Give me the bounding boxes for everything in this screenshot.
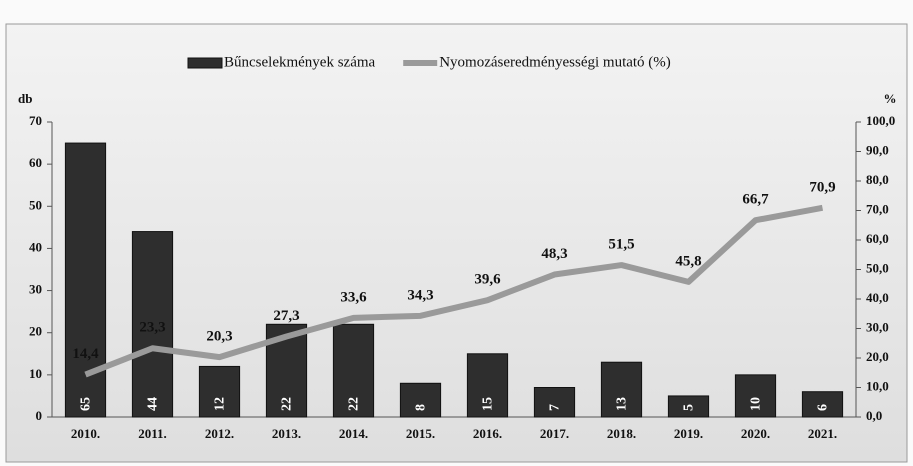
bar-value-label: 10	[749, 397, 764, 411]
y-tick-label: 30	[29, 282, 42, 297]
y-tick-label: 20	[29, 324, 42, 339]
y-tick-label: 60	[29, 155, 42, 170]
bar	[533, 387, 576, 418]
line-value-label: 39,6	[474, 272, 501, 288]
y-tick-label: 0	[36, 408, 43, 423]
x-tick-label: 2013.	[272, 426, 301, 441]
bar-value-label: 65	[79, 397, 94, 411]
line-value-label: 70,9	[809, 179, 835, 195]
line-value-label: 14,4	[72, 346, 99, 362]
bar	[600, 361, 643, 418]
line-value-label: 51,5	[608, 237, 634, 253]
x-tick-label: 2018.	[607, 426, 636, 441]
bar	[131, 231, 174, 418]
line-value-label: 66,7	[742, 192, 769, 208]
bar	[332, 323, 375, 418]
y2-tick-label: 30,0	[866, 319, 889, 334]
y2-tick-label: 40,0	[866, 290, 889, 305]
x-tick-label: 2012.	[205, 426, 234, 441]
bar	[198, 365, 241, 418]
y2-tick-label: 60,0	[866, 231, 889, 246]
bar-value-label: 22	[347, 397, 362, 411]
y-axis-label: db	[18, 91, 32, 106]
bar-value-label: 6	[816, 404, 831, 411]
y-tick-label: 40	[29, 239, 42, 254]
x-tick-label: 2015.	[406, 426, 435, 441]
y2-tick-label: 90,0	[866, 142, 889, 157]
y2-tick-label: 20,0	[866, 349, 889, 364]
legend-label: Nyomozáseredményességi mutató (%)	[439, 54, 671, 70]
line-value-label: 20,3	[206, 329, 232, 345]
bar	[734, 374, 777, 418]
x-tick-label: 2017.	[540, 426, 569, 441]
y-tick-label: 10	[29, 366, 42, 381]
line-value-label: 45,8	[675, 253, 701, 269]
legend-swatch	[187, 57, 223, 69]
x-tick-label: 2016.	[473, 426, 502, 441]
line-value-label: 27,3	[273, 308, 299, 324]
y2-tick-label: 80,0	[866, 172, 889, 187]
bar-value-label: 15	[481, 397, 496, 411]
y2-tick-label: 70,0	[866, 201, 889, 216]
bar	[399, 382, 442, 418]
bar-value-label: 8	[414, 404, 429, 411]
bar-value-label: 13	[615, 397, 630, 411]
line-value-label: 34,3	[407, 287, 433, 303]
bar	[64, 142, 107, 418]
bar	[801, 391, 844, 418]
y2-tick-label: 100,0	[866, 113, 895, 128]
x-tick-label: 2011.	[138, 426, 167, 441]
bar-value-label: 7	[548, 404, 563, 411]
line-value-label: 48,3	[541, 246, 567, 262]
y2-axis-label: %	[884, 91, 897, 106]
y2-tick-label: 10,0	[866, 378, 889, 393]
bar-value-label: 5	[682, 404, 697, 411]
y2-tick-label: 0,0	[866, 408, 882, 423]
y-tick-label: 50	[29, 197, 42, 212]
x-tick-label: 2019.	[674, 426, 703, 441]
line	[84, 204, 824, 378]
line-value-label: 23,3	[139, 320, 165, 336]
bar-value-label: 12	[213, 397, 228, 411]
x-tick-label: 2014.	[339, 426, 368, 441]
x-tick-label: 2010.	[71, 426, 100, 441]
bar-value-label: 22	[280, 397, 295, 411]
legend-label: Bűncselekmények száma	[224, 54, 376, 70]
x-tick-label: 2021.	[808, 426, 837, 441]
y2-tick-label: 50,0	[866, 260, 889, 275]
bar	[667, 395, 710, 418]
x-tick-label: 2020.	[741, 426, 770, 441]
y-tick-label: 70	[29, 113, 42, 128]
bar	[466, 353, 509, 418]
bar-value-label: 44	[146, 397, 161, 411]
line-value-label: 33,6	[340, 289, 367, 305]
